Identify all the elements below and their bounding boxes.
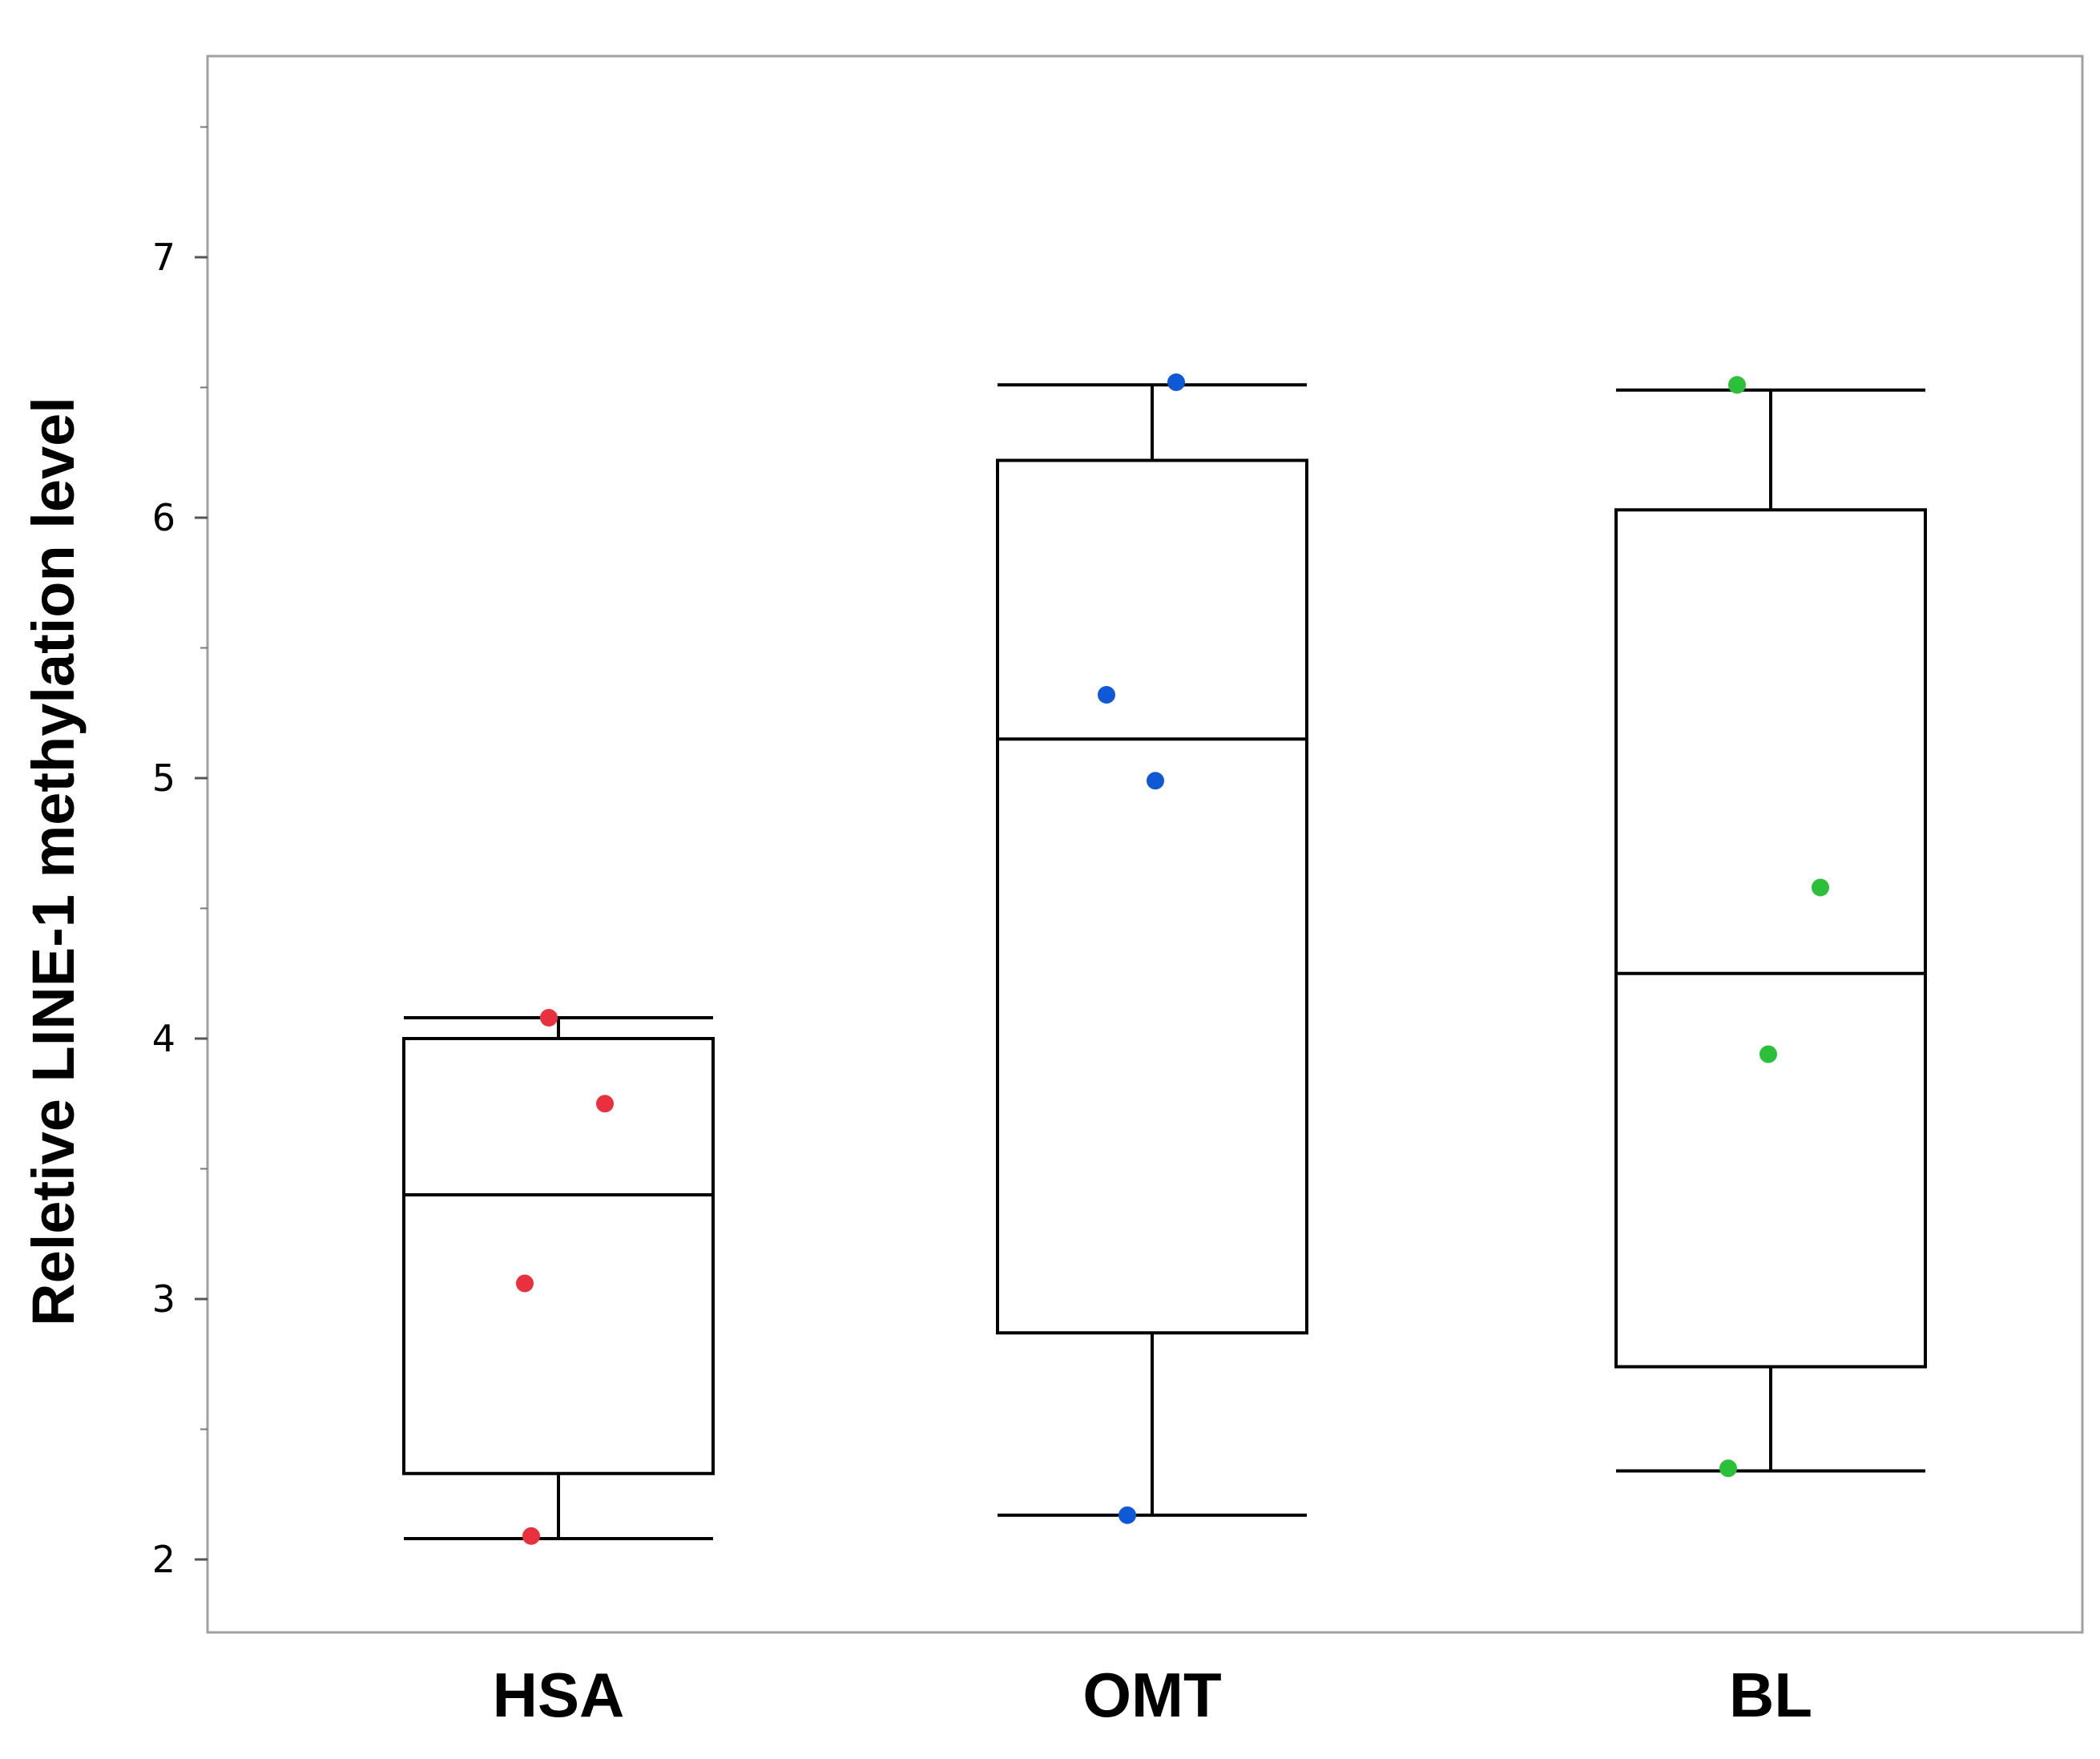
y-tick-label: 4 — [152, 1017, 175, 1060]
x-category-label-bl: BL — [1729, 1660, 1812, 1730]
box-group-omt — [996, 383, 1308, 1517]
y-axis: 2 3 4 5 6 7 — [152, 126, 208, 1581]
iqr-box-omt — [996, 458, 1308, 1335]
data-point-bl — [1728, 376, 1746, 394]
data-point-bl — [1812, 878, 1829, 897]
box-group-hsa — [402, 1016, 715, 1540]
box-group-layer — [402, 383, 1927, 1540]
data-point-omt — [1098, 686, 1115, 704]
y-tick-label: 5 — [152, 756, 175, 800]
data-point-hsa — [540, 1009, 558, 1027]
data-points-layer — [516, 373, 1829, 1545]
y-tick-label: 2 — [152, 1538, 175, 1581]
data-point-bl — [1719, 1459, 1737, 1478]
iqr-box-bl — [1614, 508, 1927, 1369]
x-axis: HSA OMT BL — [493, 1660, 1812, 1730]
data-point-bl — [1759, 1045, 1777, 1063]
y-axis-title: Reletive LINE-1 methylation level — [20, 397, 87, 1326]
box-group-bl — [1614, 388, 1927, 1473]
data-point-hsa — [596, 1095, 614, 1113]
data-point-omt — [1119, 1506, 1136, 1524]
data-point-omt — [1167, 373, 1185, 391]
data-point-omt — [1147, 772, 1164, 790]
y-tick-label: 3 — [152, 1277, 175, 1321]
y-tick-label: 6 — [152, 496, 175, 539]
y-tick-label: 7 — [152, 236, 175, 279]
x-category-label-hsa: HSA — [493, 1660, 625, 1730]
data-point-hsa — [516, 1274, 534, 1293]
plot-frame — [206, 54, 2084, 1634]
x-category-label-omt: OMT — [1082, 1660, 1221, 1730]
iqr-box-hsa — [402, 1037, 715, 1475]
data-point-hsa — [522, 1527, 540, 1545]
